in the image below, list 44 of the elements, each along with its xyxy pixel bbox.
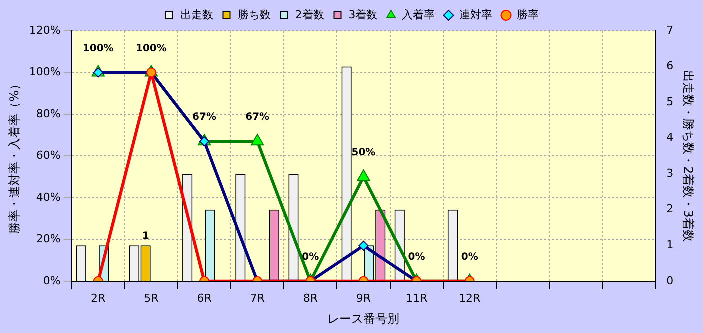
y2-tick-label: 2 [666,202,674,216]
legend-label: 勝率 [517,8,540,22]
data-label: 100% [136,43,167,54]
x-axis-title: レース番号別 [328,312,400,326]
y2-tick-label: 6 [666,60,674,73]
y-tick-label: 20% [36,232,61,246]
data-label: 67% [192,112,216,124]
y-tick-label: 40% [36,190,61,204]
data-label: 0% [461,252,478,263]
data-label: 0% [302,252,320,263]
legend-label: 出走数 [180,8,214,22]
y-tick-label: 80% [36,107,61,120]
legend-label: 3着数 [348,8,378,22]
x-tick-label: 11R [406,292,428,305]
legend-label: 連対率 [460,8,493,22]
y-tick-label: 120% [29,24,61,37]
x-tick-label: 5R [144,292,160,305]
y2-tick-label: 0 [666,274,674,288]
y-tick-label: 60% [36,149,61,162]
point [357,170,370,182]
x-tick-label: 9R [356,292,372,305]
data-label: 67% [246,112,270,124]
y2-tick-label: 7 [666,24,674,37]
x-tick-label: 2R [91,292,106,305]
y2-tick-label: 1 [666,238,674,252]
data-label: 0% [408,252,426,263]
legend-label: 2着数 [295,8,324,22]
data-label: 1 [142,231,150,242]
x-tick-label: 8R [303,292,318,305]
y-tick-label: 0% [43,274,61,288]
x-tick-label: 6R [197,292,212,305]
point [251,134,264,146]
y2-axis-title: 出走数・勝ち数・2着数・3着数 [682,70,696,242]
y2-tick-label: 5 [666,95,674,108]
y2-tick-label: 4 [666,131,674,144]
y-axis-title: 勝率・連対率・入着率（%） [7,78,22,234]
data-label: 100% [82,43,114,54]
x-tick-label: 12R [459,292,482,305]
x-tick-label: 7R [250,292,266,305]
data-label: 50% [352,148,376,159]
y-tick-label: 100% [29,66,61,79]
legend-label: 入着率 [402,8,436,22]
legend-label: 勝ち数 [238,8,271,22]
y2-tick-label: 3 [666,166,674,180]
